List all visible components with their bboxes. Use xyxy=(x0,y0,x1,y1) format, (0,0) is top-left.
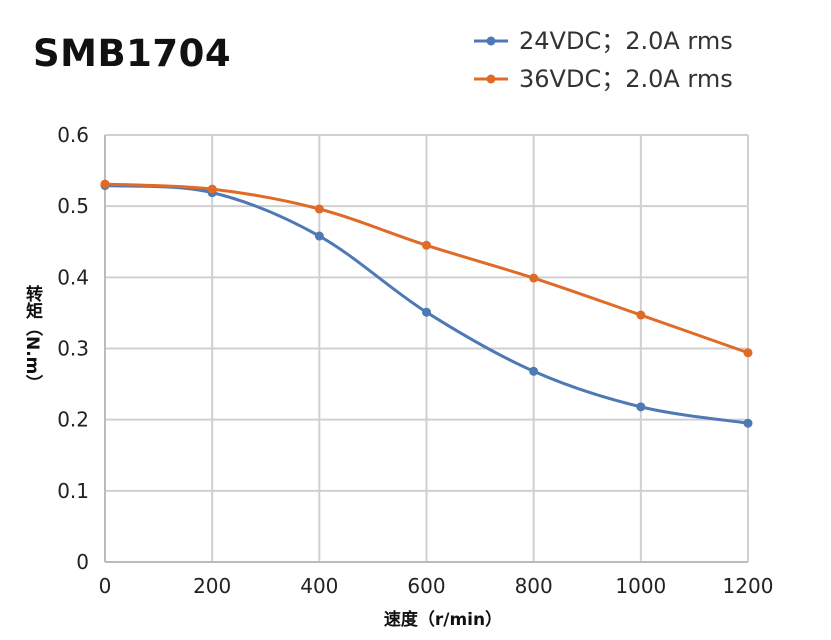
data-point xyxy=(207,184,217,194)
x-tick-label: 400 xyxy=(300,574,338,598)
chart-title: SMB1704 xyxy=(33,32,232,75)
data-point xyxy=(636,310,646,320)
x-tick-label: 1000 xyxy=(615,574,666,598)
x-tick-label: 1200 xyxy=(723,574,774,598)
y-axis-label: 转矩（N.m） xyxy=(22,285,42,392)
data-point xyxy=(422,307,431,317)
x-axis-label: 速度（r/min） xyxy=(383,610,503,630)
legend-marker xyxy=(486,36,496,46)
x-tick-label: 0 xyxy=(99,574,112,598)
y-tick-label: 0.1 xyxy=(57,479,89,503)
x-tick-label: 800 xyxy=(515,574,553,598)
legend-marker xyxy=(486,74,496,84)
y-tick-label: 0 xyxy=(76,550,89,574)
data-point xyxy=(529,366,539,376)
data-point xyxy=(314,231,324,241)
legend-label: 24VDC；2.0A rms xyxy=(519,27,733,55)
data-point xyxy=(743,418,753,428)
x-tick-label: 600 xyxy=(407,574,445,598)
y-tick-label: 0.3 xyxy=(57,337,89,361)
y-tick-label: 0.6 xyxy=(57,123,89,147)
y-tick-label: 0.5 xyxy=(57,194,89,218)
y-tick-label: 0.2 xyxy=(57,408,89,432)
legend-label: 36VDC；2.0A rms xyxy=(519,65,733,93)
data-point xyxy=(636,402,646,412)
data-point xyxy=(743,348,753,358)
y-tick-label: 0.4 xyxy=(57,265,89,289)
data-point xyxy=(314,204,324,214)
data-point xyxy=(529,273,539,283)
x-tick-label: 200 xyxy=(193,574,231,598)
data-point xyxy=(100,179,110,189)
data-point xyxy=(422,240,431,250)
